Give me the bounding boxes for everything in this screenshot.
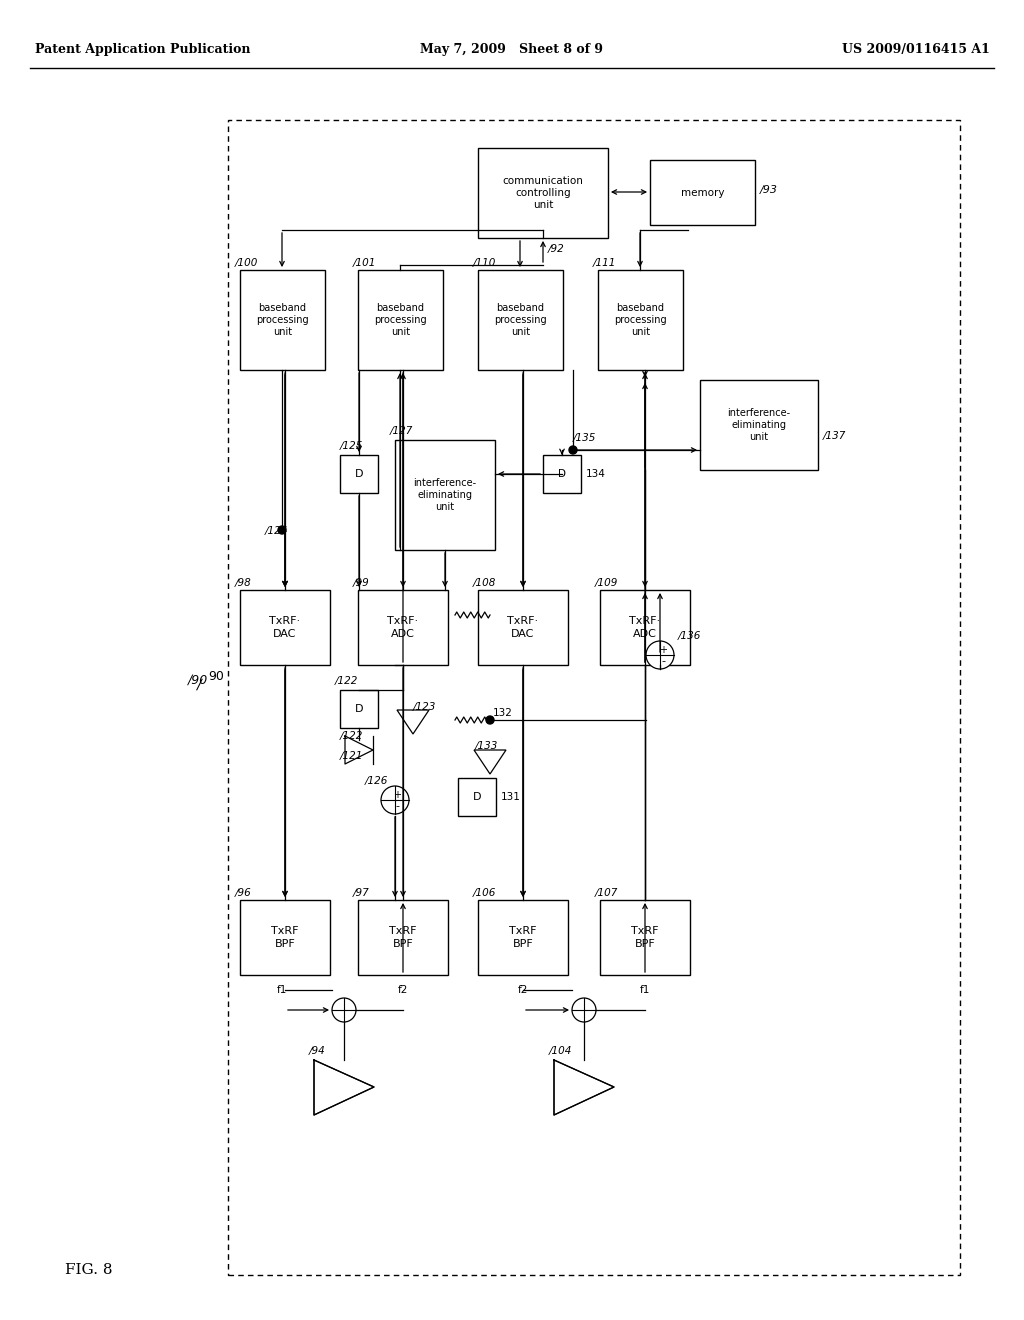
Bar xyxy=(340,690,378,729)
Bar xyxy=(600,900,690,975)
Text: +: + xyxy=(393,789,401,800)
Text: ∕110: ∕110 xyxy=(473,257,497,267)
Bar xyxy=(340,455,378,492)
Text: ∕: ∕ xyxy=(196,678,201,692)
Text: +: + xyxy=(659,645,667,655)
Text: ∕90: ∕90 xyxy=(188,673,208,686)
Circle shape xyxy=(572,998,596,1022)
Text: -: - xyxy=(395,801,399,810)
Bar xyxy=(240,590,330,665)
Polygon shape xyxy=(554,1060,614,1115)
Text: ∕96: ∕96 xyxy=(234,887,252,898)
Text: ∕122: ∕122 xyxy=(340,730,364,741)
Text: memory: memory xyxy=(681,187,724,198)
Text: f2: f2 xyxy=(398,985,409,995)
Text: D: D xyxy=(354,704,364,714)
Polygon shape xyxy=(397,710,429,734)
Text: ∕108: ∕108 xyxy=(473,577,497,587)
Text: FIG. 8: FIG. 8 xyxy=(65,1263,113,1276)
Text: ∕94: ∕94 xyxy=(309,1045,326,1055)
Text: baseband
processing
unit: baseband processing unit xyxy=(256,302,309,338)
Text: 132: 132 xyxy=(493,708,513,718)
Text: f1: f1 xyxy=(640,985,650,995)
Text: ∕100: ∕100 xyxy=(234,257,258,267)
Text: ∕135: ∕135 xyxy=(573,432,596,442)
Text: May 7, 2009   Sheet 8 of 9: May 7, 2009 Sheet 8 of 9 xyxy=(421,44,603,57)
Text: TxRF·
ADC: TxRF· ADC xyxy=(630,616,660,639)
Text: ∕104: ∕104 xyxy=(549,1045,572,1055)
Text: ∕137: ∕137 xyxy=(823,430,847,440)
Text: TxRF·
ADC: TxRF· ADC xyxy=(387,616,419,639)
Text: -: - xyxy=(662,656,665,667)
Text: ∕99: ∕99 xyxy=(353,577,370,587)
Text: 134: 134 xyxy=(586,469,606,479)
Bar xyxy=(700,380,818,470)
Text: ∕126: ∕126 xyxy=(365,775,388,785)
Text: ∕127: ∕127 xyxy=(390,425,414,436)
Circle shape xyxy=(569,446,577,454)
Text: 131: 131 xyxy=(501,792,521,803)
Bar xyxy=(395,440,495,550)
Text: US 2009/0116415 A1: US 2009/0116415 A1 xyxy=(842,44,990,57)
Text: D: D xyxy=(473,792,481,803)
Text: ∕106: ∕106 xyxy=(473,887,497,898)
Bar xyxy=(650,160,755,224)
Text: ∕124: ∕124 xyxy=(265,525,289,535)
Bar xyxy=(478,900,568,975)
Bar xyxy=(600,590,690,665)
Bar xyxy=(240,271,325,370)
Circle shape xyxy=(381,785,409,814)
Text: ∕121: ∕121 xyxy=(340,750,364,760)
Bar xyxy=(478,148,608,238)
Text: interference-
eliminating
unit: interference- eliminating unit xyxy=(727,408,791,442)
Circle shape xyxy=(486,715,494,723)
Circle shape xyxy=(332,998,356,1022)
Text: ∕107: ∕107 xyxy=(595,887,618,898)
Circle shape xyxy=(278,525,286,535)
Text: TxRF
BPF: TxRF BPF xyxy=(509,927,537,949)
Text: ∕98: ∕98 xyxy=(234,577,252,587)
Text: baseband
processing
unit: baseband processing unit xyxy=(495,302,547,338)
Text: 90: 90 xyxy=(208,671,224,684)
Text: D: D xyxy=(354,469,364,479)
Bar xyxy=(358,271,443,370)
Bar xyxy=(358,590,449,665)
Text: ∕93: ∕93 xyxy=(760,185,778,195)
Text: TxRF·
DAC: TxRF· DAC xyxy=(269,616,301,639)
Text: TxRF
BPF: TxRF BPF xyxy=(389,927,417,949)
Text: TxRF·
DAC: TxRF· DAC xyxy=(508,616,539,639)
Text: ∕123: ∕123 xyxy=(413,701,436,711)
Circle shape xyxy=(646,642,674,669)
Bar xyxy=(543,455,581,492)
Text: TxRF
BPF: TxRF BPF xyxy=(631,927,658,949)
Text: ∕97: ∕97 xyxy=(353,887,370,898)
Bar xyxy=(478,271,563,370)
Bar xyxy=(458,777,496,816)
Text: interference-
eliminating
unit: interference- eliminating unit xyxy=(414,478,476,512)
Text: ∕101: ∕101 xyxy=(353,257,377,267)
Text: baseband
processing
unit: baseband processing unit xyxy=(374,302,427,338)
Text: ∕122: ∕122 xyxy=(335,675,358,685)
Bar xyxy=(598,271,683,370)
Text: ∕136: ∕136 xyxy=(678,630,701,640)
Text: communication
controlling
unit: communication controlling unit xyxy=(503,176,584,210)
Text: baseband
processing
unit: baseband processing unit xyxy=(614,302,667,338)
Text: D: D xyxy=(558,469,566,479)
Text: TxRF
BPF: TxRF BPF xyxy=(271,927,299,949)
Text: ∕109: ∕109 xyxy=(595,577,618,587)
Bar xyxy=(478,590,568,665)
Bar xyxy=(240,900,330,975)
Polygon shape xyxy=(474,750,506,774)
Text: ∕111: ∕111 xyxy=(593,257,616,267)
Text: ∕92: ∕92 xyxy=(548,243,565,253)
Text: f2: f2 xyxy=(518,985,528,995)
Text: f1: f1 xyxy=(278,985,288,995)
Text: Patent Application Publication: Patent Application Publication xyxy=(35,44,251,57)
Bar xyxy=(228,120,961,1275)
Bar xyxy=(358,900,449,975)
Polygon shape xyxy=(314,1060,374,1115)
Text: ∕133: ∕133 xyxy=(475,741,499,750)
Text: ∕125: ∕125 xyxy=(340,440,364,450)
